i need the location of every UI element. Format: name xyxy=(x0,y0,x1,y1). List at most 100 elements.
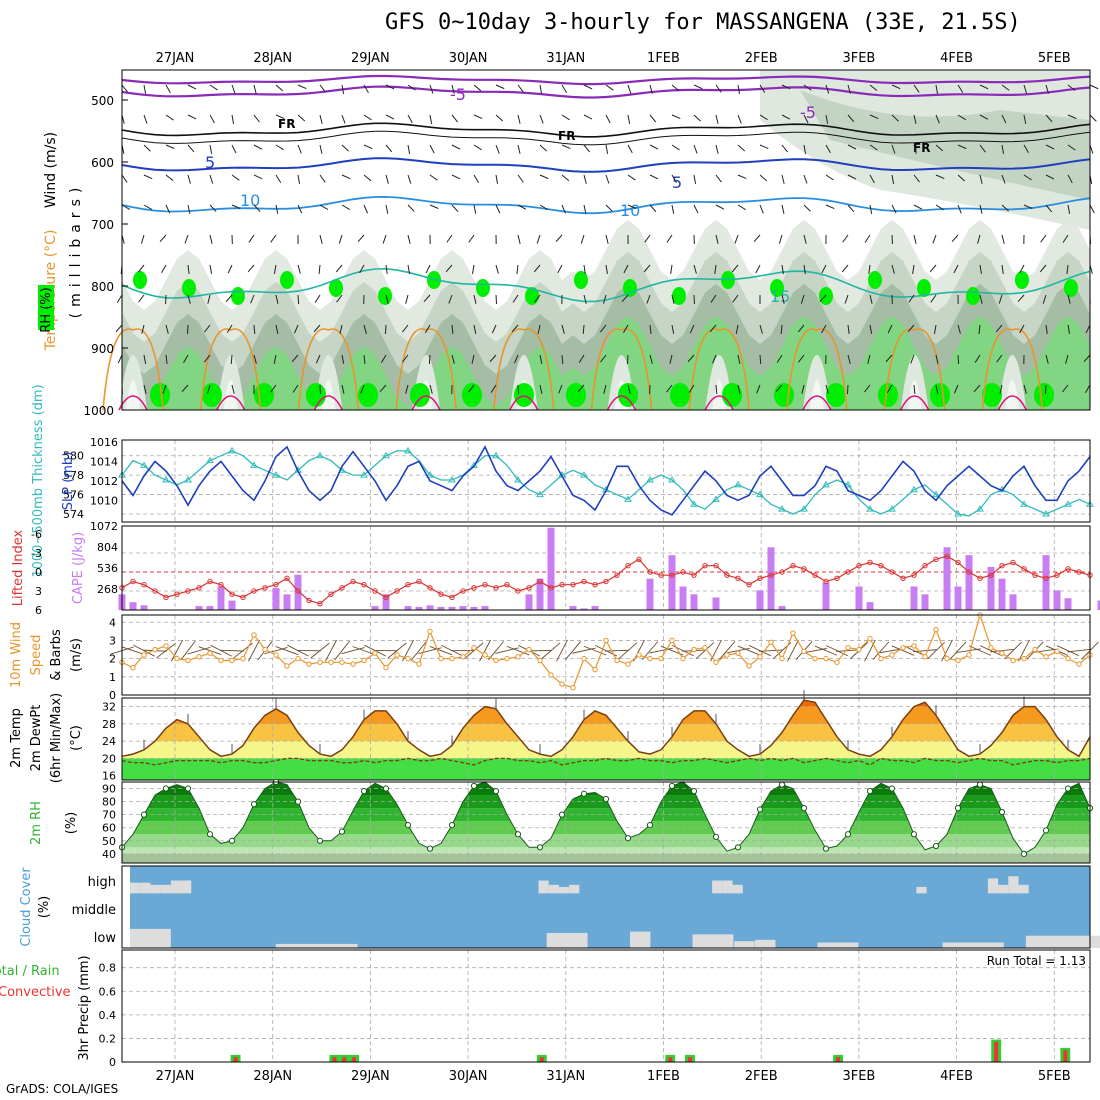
wind-barb xyxy=(949,641,967,660)
lifted-index-point xyxy=(713,562,719,569)
wind-barb xyxy=(908,294,915,303)
wind-barb xyxy=(313,324,321,333)
rh-high-patch xyxy=(202,383,222,407)
wind-speed-point xyxy=(933,626,939,633)
date-label-top: 27JAN xyxy=(156,51,195,66)
thickness-point xyxy=(382,451,390,459)
wind-barb xyxy=(357,234,365,243)
cloud-level-label: low xyxy=(94,931,117,946)
wind-barb xyxy=(731,264,739,273)
ytick-wind: 2 xyxy=(109,653,116,666)
wind-barb xyxy=(669,354,673,364)
label-cape: CAPE (J/kg) xyxy=(71,532,86,604)
rh-high-patch xyxy=(774,383,794,407)
wind-barb xyxy=(825,174,834,181)
wind-barb xyxy=(297,144,302,154)
wind-barb xyxy=(935,384,939,394)
lifted-index-point xyxy=(229,591,235,597)
lifted-index-point xyxy=(603,578,609,585)
panel-slp-frame xyxy=(121,439,1091,523)
wind-barb xyxy=(869,324,873,334)
wind-barb xyxy=(488,641,504,661)
wind-barb xyxy=(825,204,835,209)
lifted-index-point xyxy=(702,562,708,569)
wind-barb xyxy=(226,324,233,333)
ytick-slp: 1010 xyxy=(90,494,118,507)
lifted-index-point xyxy=(614,572,620,578)
upper-wind-barbs xyxy=(115,84,1099,395)
wind-barb xyxy=(275,204,279,214)
temp-contour-25 xyxy=(118,395,148,411)
wind-barb xyxy=(319,84,326,93)
wind-barb xyxy=(385,84,395,90)
wind-barb xyxy=(891,174,895,184)
wind-barb xyxy=(623,264,629,274)
date-label-bottom: 3FEB xyxy=(842,1069,875,1084)
wind-barb xyxy=(335,264,343,273)
thickness-line xyxy=(121,450,1091,517)
wind-barb xyxy=(506,645,530,656)
wind-barb xyxy=(385,174,389,184)
rh-high-patch xyxy=(358,383,378,407)
wind-barb xyxy=(1039,264,1047,273)
thickness-point xyxy=(250,461,258,468)
wind-barb xyxy=(671,84,680,92)
wind-barb xyxy=(841,264,849,273)
lifted-index-point xyxy=(625,562,631,569)
rh-high-patch xyxy=(476,279,490,297)
label-barbs: & Barbs xyxy=(49,629,64,681)
wind-barb xyxy=(407,264,411,274)
lifted-index-point xyxy=(878,562,884,569)
wind-barb xyxy=(363,144,373,149)
wind-barb xyxy=(490,384,497,393)
rh2m-point xyxy=(316,837,324,844)
cape-bar xyxy=(646,578,654,610)
wind-barb xyxy=(187,174,191,184)
wind-barb xyxy=(1023,144,1029,154)
cloud-low-bar xyxy=(817,942,859,948)
lifted-index-point xyxy=(658,572,664,578)
rh2m-point xyxy=(888,785,896,792)
wind-barb xyxy=(1056,645,1080,657)
ytick-rh: 40 xyxy=(102,848,116,861)
thickness-point xyxy=(954,510,962,517)
wind-barb xyxy=(842,234,849,243)
thickness-point xyxy=(360,471,368,478)
wind-speed-point xyxy=(757,654,763,660)
wind-barb xyxy=(957,354,960,365)
wind-barb xyxy=(800,294,805,304)
wind-barb xyxy=(495,174,499,184)
wind-barb xyxy=(709,324,717,333)
lifted-index-point xyxy=(1021,566,1027,572)
wind-barb xyxy=(1067,294,1071,304)
wind-barb xyxy=(869,294,873,304)
lifted-index-point xyxy=(1054,572,1060,578)
rh-high-patch xyxy=(574,271,588,289)
wind-speed-point xyxy=(988,645,994,651)
contour-label: 10 xyxy=(240,191,260,210)
thickness-point xyxy=(976,505,984,512)
wind-barb xyxy=(253,114,260,123)
rh2m-point xyxy=(1064,785,1072,792)
wind-barb xyxy=(1019,324,1025,334)
wind-barb xyxy=(819,294,827,303)
wind-speed-point xyxy=(1010,657,1016,664)
ytick-rh: 60 xyxy=(102,822,116,835)
wind-barb xyxy=(1023,384,1027,394)
lifted-index-point xyxy=(394,588,400,594)
wind-barb xyxy=(649,354,653,364)
wind-barb xyxy=(341,144,349,152)
temp-contour-15 xyxy=(121,267,1091,303)
wind-barb xyxy=(847,354,851,364)
wind-barb xyxy=(781,264,784,274)
wind-barb xyxy=(979,174,983,184)
cape-bar xyxy=(1064,598,1072,610)
wind-barb xyxy=(451,204,459,213)
cloud-high-bar xyxy=(1008,876,1019,894)
wind-barb xyxy=(781,204,785,214)
wind-barb xyxy=(867,354,871,364)
wind-barb xyxy=(1083,354,1091,363)
wind-barb xyxy=(572,647,596,654)
wind-barb xyxy=(275,646,299,656)
rh-high-patch xyxy=(826,383,846,407)
